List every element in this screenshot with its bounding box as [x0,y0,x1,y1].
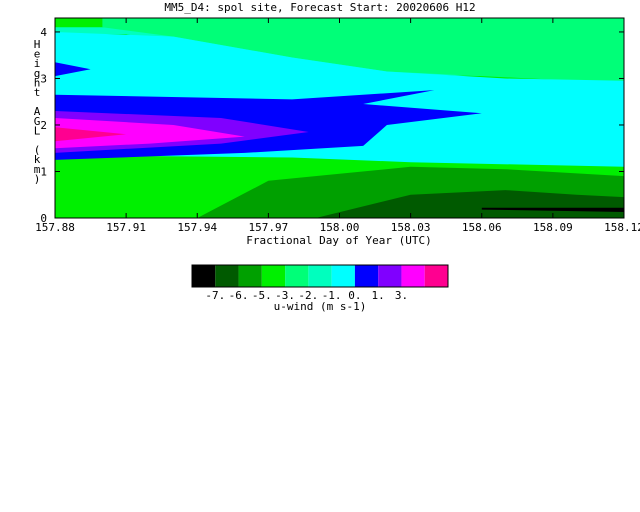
colorbar-tick-label: -1. [322,289,342,302]
x-tick-label: 158.00 [320,221,360,234]
x-tick-label: 157.94 [177,221,217,234]
colorbar-swatch [238,265,262,287]
colorbar-label: u-wind (m s-1) [274,300,367,313]
y-axis-title-char: i [34,57,41,70]
x-tick-label: 157.97 [249,221,289,234]
colorbar-swatch [331,265,355,287]
y-axis-title-char: k [34,153,41,166]
x-tick-label: 157.91 [106,221,146,234]
x-tick-label: 158.06 [462,221,502,234]
y-tick-label: 2 [40,119,47,132]
colorbar-swatch [192,265,216,287]
y-axis-title-char: h [34,76,41,89]
colorbar-swatch [378,265,402,287]
contour-region-9 [315,190,624,218]
y-axis-title-char: e [34,48,41,61]
colorbar-tick-label: -2. [298,289,318,302]
chart-title: MM5_D4: spol site, Forecast Start: 20020… [164,1,476,14]
contour-region-1 [102,18,624,84]
x-axis: 157.88 157.91 157.94 157.97 158.00 158.03 158.… [35,18,640,234]
x-tick-label: 158.03 [391,221,431,234]
contour-region-6 [55,118,245,149]
y-axis-title-char: L [34,124,41,137]
y-axis-title-char: ) [34,172,41,185]
colorbar-tick-label: -7. [205,289,225,302]
y-axis-title-char: t [34,86,41,99]
contour-regions [55,18,625,218]
colorbar-tick-label: -5. [252,289,272,302]
colorbar-swatch [261,265,286,287]
y-axis-title-char: g [34,67,41,80]
colorbar-tick-label: 0. [348,289,361,302]
contour-region-4 [55,62,91,77]
colorbar-swatch [308,265,332,287]
colorbar-tick-label: -6. [229,289,249,302]
y-tick-label: 3 [40,72,47,85]
colorbar-swatch [285,265,309,287]
y-tick-label: 4 [40,26,47,39]
x-axis-title: Fractional Day of Year (UTC) [246,234,431,247]
colorbar-swatch [424,265,448,287]
colorbar-swatch [354,265,379,287]
colorbar-tick-label: 3. [395,289,408,302]
y-tick-label: 0 [40,212,47,225]
y-axis-title-char: ( [34,144,41,157]
y-axis-title-char: H [34,38,41,51]
x-tick-label: 157.88 [35,221,75,234]
contour-region-7 [55,127,127,142]
colorbar-swatch [401,265,425,287]
colorbar-tick-label: 1. [372,289,385,302]
colorbar-frame [191,264,449,288]
contour-region-10 [481,207,624,212]
x-tick-label: 158.09 [533,221,573,234]
y-tick-label: 1 [40,165,47,178]
y-axis-title-char: A [34,105,41,118]
x-tick-label: 158.12 [604,221,640,234]
y-axis-title-char: m [34,163,41,176]
colorbar-tick-label: -3. [275,289,295,302]
y-axis: 0 1 2 3 4 [40,26,624,225]
colorbar: -7. -6. -5. -3. -2. -1. 0. 1. 3. [191,264,449,302]
colorbar-swatch [215,265,239,287]
y-axis-title-char: G [34,115,41,128]
